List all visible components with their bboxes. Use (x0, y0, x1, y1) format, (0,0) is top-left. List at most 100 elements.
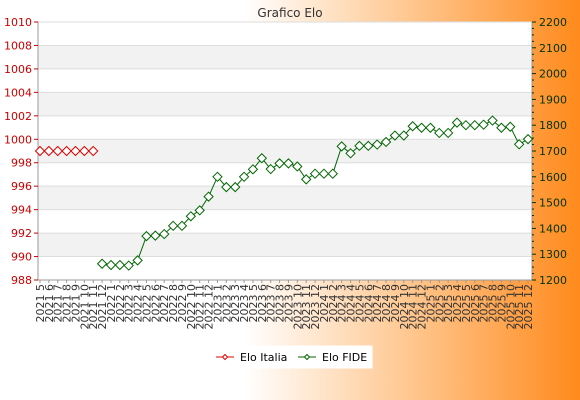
data-point (256, 153, 268, 164)
y-left-tick-label: 990 (11, 251, 32, 264)
data-point (265, 163, 276, 175)
x-tick-label: 2021 10 (78, 284, 91, 330)
chart-title: Grafico Elo (257, 6, 322, 20)
x-tick-label: 2021 6 (43, 284, 56, 323)
x-tick-label: 2023 8 (274, 284, 287, 323)
data-point (34, 145, 46, 157)
data-point (238, 171, 250, 183)
y-left-tick-label: 1004 (4, 86, 32, 99)
x-tick-label: 2021 5 (34, 284, 47, 323)
y-left-tick-label: 1010 (4, 16, 32, 29)
data-point (513, 139, 525, 150)
x-tick-label: 2024 3 (336, 284, 349, 323)
x-tick-label: 2024 4 (345, 284, 358, 323)
y-left-tick-label: 994 (11, 204, 32, 217)
data-point (203, 191, 214, 202)
data-point (79, 145, 90, 157)
y-right-tick-label: 1300 (539, 248, 567, 261)
y-left-tick-label: 1006 (4, 63, 32, 76)
data-point (318, 168, 330, 179)
legend-marker (303, 353, 311, 361)
data-point (70, 145, 81, 157)
y-left-tick-label: 1002 (4, 110, 32, 123)
data-point (229, 181, 241, 193)
data-point (478, 119, 489, 130)
data-point (345, 148, 356, 159)
legend-label: Elo Italia (240, 351, 287, 364)
data-point (123, 260, 134, 271)
y-right-tick-label: 2100 (539, 42, 567, 55)
x-tick-label: 2024 5 (353, 284, 366, 323)
data-point (522, 133, 534, 145)
x-tick-label: 2022 11 (194, 284, 207, 330)
x-tick-label: 2025 2 (433, 284, 446, 323)
x-tick-label: 2024 7 (371, 284, 384, 323)
x-tick-label: 2023 3 (229, 284, 242, 323)
x-tick-label: 2023 10 (291, 284, 304, 330)
legend-label: Elo FIDE (322, 351, 367, 364)
x-tick-label: 2025 7 (478, 284, 491, 323)
x-tick-label: 2023 11 (300, 284, 313, 330)
y-left-tick-label: 1008 (4, 39, 32, 52)
data-point (292, 161, 303, 172)
data-point (212, 171, 223, 183)
x-tick-label: 2022 5 (140, 284, 153, 323)
data-point (247, 164, 259, 175)
data-point (442, 127, 454, 139)
series-elo-fide (96, 115, 534, 271)
data-point (327, 168, 339, 179)
data-point (425, 122, 436, 133)
x-tick-label: 2022 9 (176, 284, 189, 323)
y-right-tick-label: 1900 (539, 93, 567, 106)
x-tick-label: 2024 12 (416, 284, 429, 330)
data-point (167, 220, 179, 232)
y-right-tick-label: 1400 (539, 222, 567, 235)
x-tick-label: 2025 1 (424, 284, 437, 323)
data-point (451, 117, 463, 128)
data-point (336, 141, 347, 152)
y-left-tick-label: 998 (11, 157, 32, 170)
data-point (221, 181, 232, 193)
grid-band (38, 92, 532, 116)
data-point (416, 122, 427, 133)
data-point (496, 122, 507, 133)
data-point (398, 130, 409, 141)
x-tick-label: 2022 6 (149, 284, 162, 323)
x-tick-label: 2023 4 (238, 284, 251, 323)
grid-band (38, 186, 532, 210)
x-tick-label: 2023 12 (309, 284, 322, 330)
legend-marker (221, 353, 229, 361)
x-tick-label: 2022 4 (132, 284, 145, 323)
x-tick-label: 2024 2 (327, 284, 340, 323)
x-tick-label: 2023 6 (256, 284, 269, 323)
legend-box (209, 345, 373, 369)
plot-background (38, 22, 532, 280)
x-tick-label: 2022 3 (123, 284, 136, 323)
data-point (354, 140, 365, 152)
series-layer (34, 115, 534, 271)
x-tick-label: 2022 12 (203, 284, 216, 330)
y-right-tick-label: 1600 (539, 171, 567, 184)
data-point (300, 174, 312, 185)
series-elo-italia (34, 145, 99, 157)
data-point (460, 119, 472, 131)
x-tick-label: 2024 1 (318, 284, 331, 323)
data-point (150, 230, 161, 241)
x-tick-label: 2021 7 (52, 284, 65, 323)
x-tick-label: 2024 10 (398, 284, 411, 330)
x-tick-label: 2025 4 (451, 284, 464, 323)
x-tick-label: 2022 8 (167, 284, 180, 323)
x-tick-label: 2025 6 (469, 284, 482, 323)
data-point (96, 258, 108, 269)
y-right-tick-label: 1700 (539, 145, 567, 158)
data-point (469, 119, 480, 131)
data-point (141, 230, 152, 242)
y-right-tick-label: 1500 (539, 197, 567, 210)
x-tick-label: 2022 7 (158, 284, 171, 323)
data-point (371, 139, 383, 150)
grid-band (38, 45, 532, 69)
y-right-tick-label: 1200 (539, 274, 567, 287)
x-tick-label: 2025 9 (495, 284, 508, 323)
data-point (274, 158, 285, 169)
